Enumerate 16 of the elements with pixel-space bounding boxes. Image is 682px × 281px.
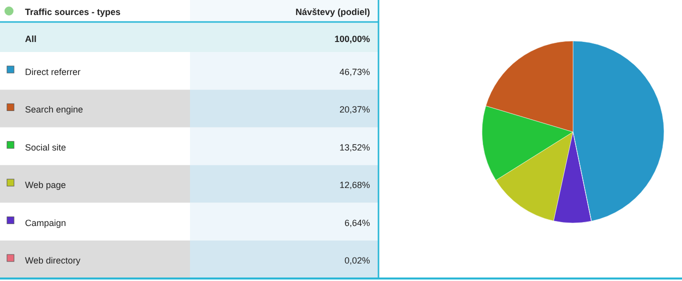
legend-title: Traffic sources - types <box>25 7 121 17</box>
data-label: 13,52% <box>339 142 370 152</box>
data-label: 6,64% <box>344 218 370 228</box>
legend-label: Social site <box>25 142 66 152</box>
data-label: 20,37% <box>339 104 370 115</box>
data-label: 46,73% <box>339 67 370 77</box>
legend-label: Web directory <box>25 256 81 266</box>
legend-label: Campaign <box>25 218 66 228</box>
legend-label: Search engine <box>25 104 84 115</box>
data-label: 12,68% <box>339 180 370 190</box>
text: All <box>25 34 37 44</box>
chart-title: Návštevy (podiel) <box>295 7 370 17</box>
text: 100,00% <box>334 34 370 44</box>
legend-label: Web page <box>25 180 66 190</box>
data-label: 0,02% <box>344 256 370 266</box>
legend-label: Direct referrer <box>25 67 81 77</box>
